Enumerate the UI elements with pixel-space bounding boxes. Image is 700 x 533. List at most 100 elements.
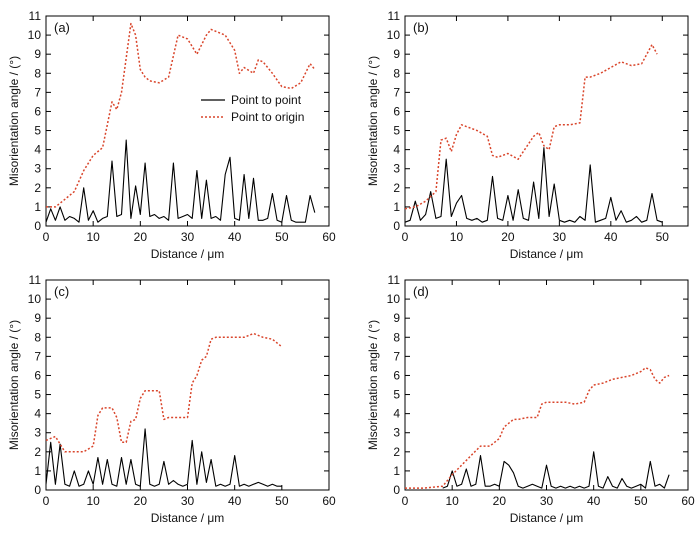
y-axis-label: Misorientation angle / (°) (7, 320, 21, 450)
panel-a: 0 10 20 30 40 50 60 0 1 2 3 4 5 6 7 8 9 10 11 Distance / μm… (7, 9, 336, 261)
x-tick-label: 60 (681, 494, 695, 508)
y-tick-label: 0 (393, 483, 400, 497)
plot-frame (404, 15, 689, 227)
y-tick-label: 1 (393, 200, 400, 214)
y-tick-label: 6 (34, 104, 41, 118)
y-tick-label: 6 (393, 368, 400, 382)
y-tick-label: 4 (393, 407, 400, 421)
x-tick-label: 60 (322, 494, 336, 508)
y-tick-label: 2 (34, 181, 41, 195)
y-tick-label: 0 (34, 219, 41, 233)
x-tick-label: 0 (402, 494, 409, 508)
y-tick-label: 2 (393, 445, 400, 459)
y-tick-label: 5 (34, 124, 41, 138)
panel-label: (d) (413, 284, 429, 299)
legend: Point to point Point to origin (201, 93, 304, 124)
y-tick-label: 9 (34, 311, 41, 325)
x-axis-label: Distance / μm (151, 511, 225, 525)
y-tick-label: 6 (393, 104, 400, 118)
x-tick-label: 60 (322, 230, 336, 244)
y-tick-label: 3 (34, 162, 41, 176)
plot-frame (404, 279, 689, 491)
x-tick-label: 0 (43, 230, 50, 244)
x-tick-label: 30 (540, 494, 554, 508)
y-tick-label: 5 (34, 388, 41, 402)
x-tick-label: 50 (275, 494, 289, 508)
y-tick-label: 9 (393, 311, 400, 325)
y-axis-label: Misorientation angle / (°) (366, 56, 380, 186)
x-tick-label: 50 (656, 230, 670, 244)
y-tick-label: 9 (393, 47, 400, 61)
x-tick-label: 20 (493, 494, 507, 508)
legend-label: Point to point (231, 93, 302, 107)
x-tick-label: 0 (402, 230, 409, 244)
y-tick-label: 1 (393, 464, 400, 478)
series-point-to-point (45, 139, 316, 223)
y-tick-label: 3 (393, 162, 400, 176)
y-tick-label: 0 (393, 219, 400, 233)
y-tick-label: 7 (34, 349, 41, 363)
y-tick-label: 7 (34, 85, 41, 99)
panel-c: 0 10 20 30 40 50 60 0 1 2 3 4 5 6 7 8 9 10 11 Distance / μm… (7, 273, 336, 525)
y-tick-label: 7 (393, 85, 400, 99)
x-tick-label: 50 (275, 230, 289, 244)
x-tick-label: 10 (86, 494, 100, 508)
y-tick-label: 9 (34, 47, 41, 61)
y-axis-label: Misorientation angle / (°) (366, 320, 380, 450)
y-tick-label: 8 (393, 66, 400, 80)
series-point-to-point (45, 428, 282, 487)
x-tick-label: 40 (228, 230, 242, 244)
legend-label: Point to origin (231, 110, 304, 124)
y-tick-label: 0 (34, 483, 41, 497)
x-tick-label: 30 (181, 230, 195, 244)
panel-label: (b) (413, 20, 429, 35)
y-tick-label: 3 (34, 426, 41, 440)
panel-label: (c) (54, 284, 69, 299)
y-tick-label: 11 (29, 273, 42, 287)
y-tick-label: 10 (387, 292, 401, 306)
y-tick-label: 4 (34, 143, 41, 157)
y-tick-label: 10 (28, 28, 42, 42)
x-tick-label: 20 (134, 494, 148, 508)
y-tick-label: 11 (388, 273, 401, 287)
y-tick-label: 10 (387, 28, 401, 42)
y-tick-label: 11 (388, 9, 401, 23)
x-tick-label: 50 (634, 494, 648, 508)
series-point-to-origin (45, 332, 283, 453)
x-axis-label: Distance / μm (151, 247, 225, 261)
plot-frame (45, 279, 330, 491)
x-tick-label: 20 (134, 230, 148, 244)
y-tick-label: 8 (34, 330, 41, 344)
x-tick-label: 10 (445, 494, 459, 508)
y-tick-label: 6 (34, 368, 41, 382)
panel-d: 0 10 20 30 40 50 60 0 1 2 3 4 5 6 7 8 9 10 11 Distance / μm… (366, 273, 695, 525)
panel-label: (a) (54, 20, 70, 35)
y-tick-label: 2 (393, 181, 400, 195)
x-tick-label: 30 (181, 494, 195, 508)
x-tick-label: 40 (604, 230, 618, 244)
y-tick-label: 11 (29, 9, 42, 23)
y-tick-label: 5 (393, 124, 400, 138)
x-tick-label: 10 (86, 230, 100, 244)
panel-b: 0 10 20 30 40 50 0 1 2 3 4 5 6 7 8 9 10 11 Distance / μm Mi… (366, 9, 689, 261)
y-tick-label: 5 (393, 388, 400, 402)
series-point-to-point (442, 451, 670, 489)
series-point-to-origin (405, 367, 670, 489)
x-tick-label: 30 (553, 230, 567, 244)
y-tick-label: 4 (34, 407, 41, 421)
series-point-to-point (404, 147, 663, 223)
y-tick-label: 1 (34, 464, 41, 478)
y-tick-label: 1 (34, 200, 41, 214)
x-tick-label: 40 (228, 494, 242, 508)
y-tick-label: 8 (393, 330, 400, 344)
x-tick-label: 10 (450, 230, 464, 244)
x-axis-label: Distance / μm (510, 247, 584, 261)
y-tick-label: 7 (393, 349, 400, 363)
x-tick-label: 0 (43, 494, 50, 508)
x-tick-label: 40 (587, 494, 601, 508)
series-point-to-origin (404, 43, 658, 210)
y-tick-label: 2 (34, 445, 41, 459)
y-tick-label: 10 (28, 292, 42, 306)
x-tick-label: 20 (501, 230, 515, 244)
